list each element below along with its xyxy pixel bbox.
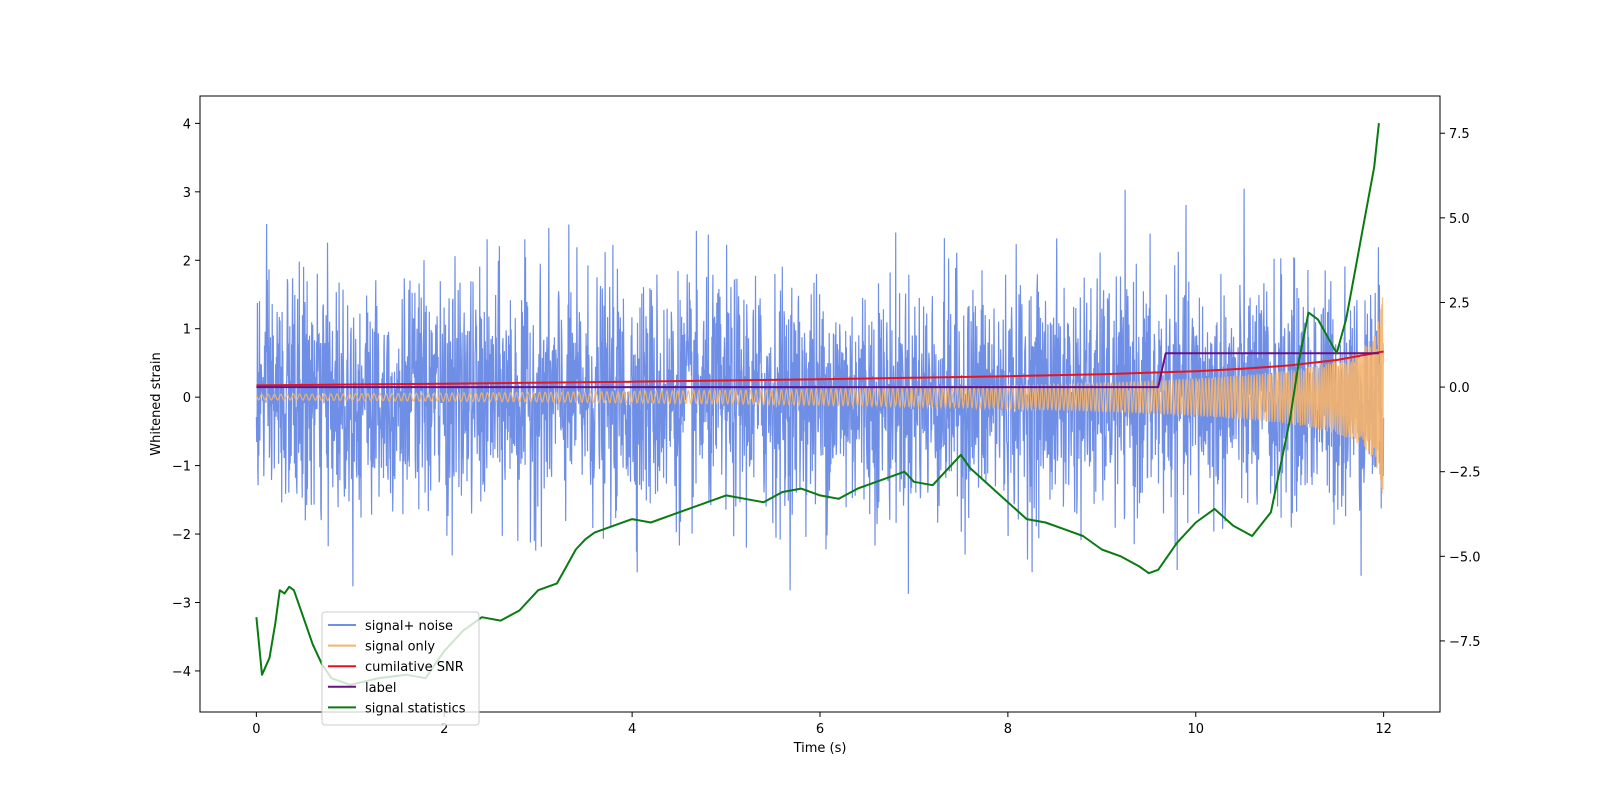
y-tick-label: 1 xyxy=(183,323,191,338)
y2-tick-label: −7.5 xyxy=(1449,635,1481,650)
legend-label: signal only xyxy=(365,640,435,655)
y2-tick-label: 0.0 xyxy=(1449,381,1470,396)
y-tick-label: 4 xyxy=(183,117,191,132)
y-tick-label: −4 xyxy=(172,665,191,680)
y-tick-label: −3 xyxy=(172,596,191,611)
legend-label: label xyxy=(365,681,396,696)
x-tick-label: 10 xyxy=(1187,722,1204,737)
x-axis-label: Time (s) xyxy=(793,741,847,756)
y-axis-right: 7.5 5.0 2.5 0.0 −2.5 −5.0 −7.5 xyxy=(1440,127,1481,650)
series-layer xyxy=(255,122,1385,686)
x-tick-label: 12 xyxy=(1375,722,1392,737)
y-tick-label: −1 xyxy=(172,460,191,475)
y-tick-label: 2 xyxy=(183,254,191,269)
y-axis-label: Whitened strain xyxy=(149,352,164,455)
legend-box xyxy=(321,611,480,726)
legend-label: signal+ noise xyxy=(365,619,453,634)
y2-tick-label: −2.5 xyxy=(1449,466,1481,481)
y-tick-label: −2 xyxy=(172,528,191,543)
legend-label: cumilative SNR xyxy=(365,660,464,675)
x-tick-label: 6 xyxy=(816,722,824,737)
x-tick-label: 8 xyxy=(1004,722,1012,737)
x-tick-label: 0 xyxy=(252,722,260,737)
y2-tick-label: 7.5 xyxy=(1449,127,1470,142)
y2-tick-label: 5.0 xyxy=(1449,212,1470,227)
y-tick-label: 0 xyxy=(183,391,191,406)
series-signal-only xyxy=(255,297,1385,494)
y-tick-label: 3 xyxy=(183,186,191,201)
legend-label: signal statistics xyxy=(365,701,466,716)
series-label xyxy=(256,352,1379,389)
y-axis-left: 4 3 2 1 0 −1 −2 −3 −4 xyxy=(172,117,200,680)
y2-tick-label: 2.5 xyxy=(1449,296,1470,311)
series-cumilative-snr xyxy=(256,350,1384,387)
x-tick-label: 4 xyxy=(628,722,636,737)
legend: signal+ noise signal only cumilative SNR la… xyxy=(321,611,480,726)
x-axis: 0 2 4 6 8 10 12 xyxy=(252,712,1392,737)
x-tick-label: 2 xyxy=(440,722,448,737)
y2-tick-label: −5.0 xyxy=(1449,550,1481,565)
